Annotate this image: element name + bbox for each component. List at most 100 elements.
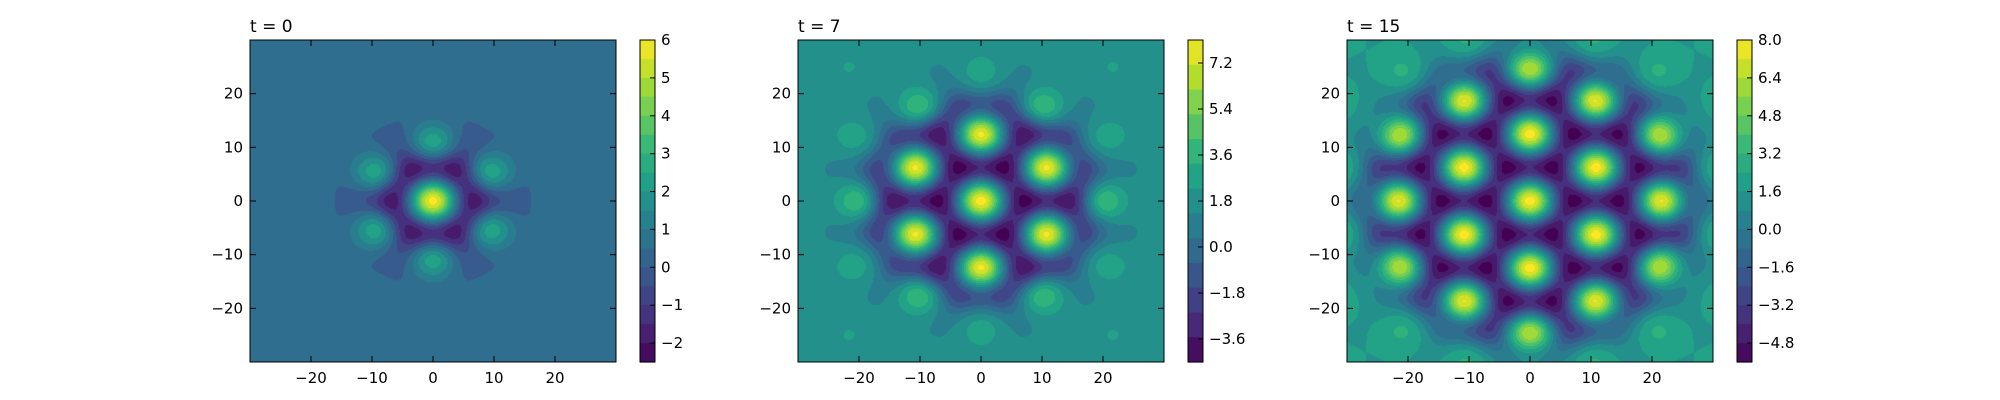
colorbar-tick-label: 3.2 [1758, 145, 1782, 163]
x-tick-label: 0 [976, 369, 986, 387]
colorbar-band [640, 77, 655, 98]
y-tick-label: 0 [1330, 192, 1340, 210]
x-tick-label: −20 [843, 369, 875, 387]
x-tick-label: 0 [1525, 369, 1535, 387]
colorbar-band [1737, 172, 1752, 193]
colorbar-tick-label: 5 [661, 69, 671, 87]
colorbar-band [1188, 262, 1203, 289]
colorbar-band [640, 153, 655, 174]
colorbar-tick-label: −2 [661, 334, 683, 352]
colorbar-band [1737, 191, 1752, 212]
colorbar-tick-label: 1.6 [1758, 183, 1782, 201]
field-image [250, 40, 616, 362]
colorbar-band [640, 58, 655, 79]
x-tick-label: −20 [1392, 369, 1424, 387]
x-tick-label: 10 [484, 369, 503, 387]
colorbar-band [1737, 210, 1752, 231]
y-tick-label: 20 [772, 85, 791, 103]
colorbar-band [640, 267, 655, 287]
colorbar-band [1188, 287, 1203, 314]
colorbar-tick-label: 4.8 [1758, 107, 1782, 125]
colorbar-band [1188, 213, 1203, 239]
colorbar-tick-label: 4 [661, 107, 671, 125]
x-tick-label: 20 [1093, 369, 1112, 387]
colorbar-tick-label: −1 [661, 296, 683, 314]
colorbar: 7.2 5.4 3.6 1.8 0.0 −1.8 −3.6 [1187, 39, 1245, 363]
colorbar-band [640, 96, 655, 117]
colorbar-frame [1736, 39, 1753, 363]
colorbar-band [1737, 343, 1752, 363]
colorbar-band [1737, 267, 1752, 287]
colorbar-band [1188, 139, 1203, 165]
y-tick-label: 0 [233, 192, 243, 210]
colorbar-band [1188, 40, 1203, 66]
y-tick-label: 10 [224, 138, 243, 156]
colorbar-tick-label: −3.6 [1209, 330, 1245, 348]
colorbar-tick-label: −4.8 [1758, 334, 1794, 352]
colorbar-band [1188, 64, 1203, 91]
colorbar-tick-label: 7.2 [1209, 54, 1233, 72]
colorbar-tick-label: 6.4 [1758, 69, 1782, 87]
y-tick-label: −10 [1308, 246, 1340, 264]
colorbar-tick-label: 3 [661, 145, 671, 163]
colorbar-band [640, 172, 655, 193]
colorbar-tick-label: 1 [661, 220, 671, 238]
colorbar-band [1737, 77, 1752, 98]
x-tick-label: 0 [428, 369, 438, 387]
colorbar-band [1737, 248, 1752, 268]
colorbar-tick-label: 0.0 [1758, 220, 1782, 238]
colorbar-tick-label: 3.6 [1209, 146, 1233, 164]
colorbar-band [640, 229, 655, 249]
y-tick-label: −10 [759, 246, 791, 264]
colorbar-band [1188, 188, 1203, 214]
colorbar-band [1188, 89, 1203, 115]
colorbar-band [1737, 324, 1752, 344]
colorbar-band [1188, 163, 1203, 190]
y-tick-label: 20 [224, 85, 243, 103]
colorbar: 8.0 6.4 4.8 3.2 1.6 0.0 −1.6 −3.2 −4.8 [1736, 31, 1794, 363]
panel-title: t = 15 [1347, 17, 1400, 37]
colorbar-tick-label: −1.6 [1758, 258, 1794, 276]
x-tick-label: −10 [356, 369, 388, 387]
colorbar-band [640, 134, 655, 155]
y-tick-label: −20 [211, 299, 243, 317]
colorbar-band [1188, 114, 1203, 140]
colorbar-band [1737, 58, 1752, 79]
colorbar-band [1737, 40, 1752, 60]
colorbar-tick-label: 0 [661, 258, 671, 276]
colorbar-band [1737, 286, 1752, 306]
colorbar-band [1737, 115, 1752, 136]
colorbar-band [1188, 238, 1203, 264]
colorbar-band [640, 343, 655, 363]
colorbar-tick-label: 1.8 [1209, 192, 1233, 210]
colorbar-tick-label: 6 [661, 31, 671, 49]
colorbar-band [640, 248, 655, 268]
colorbar-band [640, 305, 655, 325]
panel-2: t = 7 −20 −10 0 10 20 −20 −10 0 10 20 7.2 5.4 3.6 1.8 0… [759, 17, 1245, 387]
y-tick-label: 10 [1321, 138, 1340, 156]
colorbar-band [640, 40, 655, 60]
colorbar-tick-label: −3.2 [1758, 296, 1794, 314]
field-image [1347, 40, 1713, 362]
colorbar-tick-label: 2 [661, 183, 671, 201]
colorbar-band [1737, 229, 1752, 249]
colorbar-band [640, 115, 655, 136]
panel-title: t = 7 [798, 17, 841, 37]
colorbar-band [1737, 153, 1752, 174]
panel-title: t = 0 [250, 17, 293, 37]
y-tick-label: 0 [781, 192, 791, 210]
colorbar-tick-label: 0.0 [1209, 238, 1233, 256]
x-tick-label: 10 [1581, 369, 1600, 387]
y-tick-label: −20 [759, 299, 791, 317]
x-tick-label: 10 [1032, 369, 1051, 387]
colorbar-tick-label: 5.4 [1209, 100, 1233, 118]
colorbar-band [1188, 312, 1203, 338]
x-tick-label: −20 [295, 369, 327, 387]
colorbar-band [1737, 305, 1752, 325]
panel-3: t = 15 −20 −10 0 10 20 −20 −10 0 10 20 8.0 6.4 4.8 3.2… [1308, 17, 1794, 387]
colorbar-band [640, 191, 655, 212]
x-tick-label: 20 [1642, 369, 1661, 387]
y-tick-label: 20 [1321, 85, 1340, 103]
